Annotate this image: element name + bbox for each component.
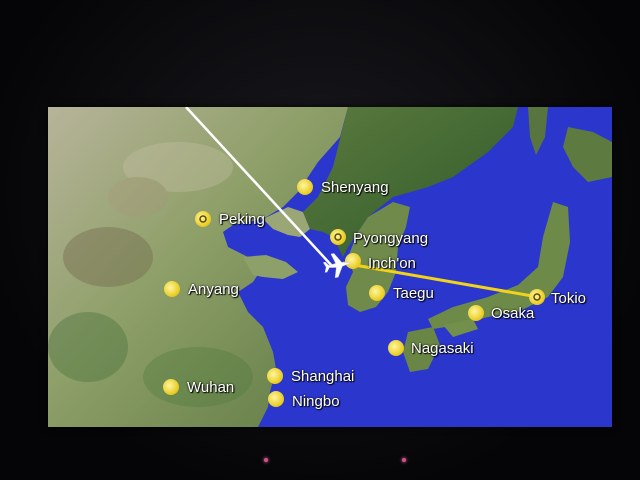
indicator-led-right <box>402 458 406 462</box>
city-dot-shenyang <box>297 179 313 195</box>
city-dot-nagasaki <box>388 340 404 356</box>
city-label-tokio: Tokio <box>551 290 587 307</box>
city-dot-ningbo <box>268 391 284 407</box>
city-dot-pyongyang <box>330 229 346 245</box>
shikoku <box>443 319 478 337</box>
city-label-shenyang: Shenyang <box>321 179 389 196</box>
flight-map-screen: Shenyang Peking Pyongyang Inch'on Anyang… <box>48 107 612 427</box>
city-label-osaka: Osaka <box>491 305 535 322</box>
flown-track <box>185 107 334 268</box>
city-dot-anyang <box>164 281 180 297</box>
city-label-pyongyang: Pyongyang <box>353 230 429 247</box>
hokkaido <box>563 127 612 182</box>
city-markers <box>163 179 545 407</box>
planned-route <box>342 261 539 299</box>
city-label-anyang: Anyang <box>188 281 239 298</box>
indicator-led-left <box>264 458 268 462</box>
city-dot-osaka <box>468 305 484 321</box>
city-label-peking: Peking <box>219 211 265 228</box>
sakhalin <box>528 107 548 155</box>
city-dot-tokio <box>529 289 545 305</box>
airplane-icon <box>322 253 351 278</box>
city-label-inchon: Inch'on <box>368 255 416 272</box>
city-dot-inchon <box>345 253 361 269</box>
city-dot-peking <box>195 211 211 227</box>
city-label-wuhan: Wuhan <box>187 379 235 396</box>
city-label-ningbo: Ningbo <box>292 393 340 410</box>
terrain-texture <box>48 142 253 407</box>
shandong-peninsula <box>243 255 298 279</box>
map-background <box>48 107 612 427</box>
city-label-taegu: Taegu <box>393 285 434 302</box>
city-dot-shanghai <box>267 368 283 384</box>
city-dot-taegu <box>369 285 385 301</box>
korean-peninsula <box>346 202 410 312</box>
city-dot-wuhan <box>163 379 179 395</box>
city-label-shanghai: Shanghai <box>291 368 355 385</box>
mainland-china <box>48 107 348 427</box>
northeast-asia <box>303 107 518 257</box>
city-label-nagasaki: Nagasaki <box>411 340 474 357</box>
kyushu <box>403 327 440 372</box>
